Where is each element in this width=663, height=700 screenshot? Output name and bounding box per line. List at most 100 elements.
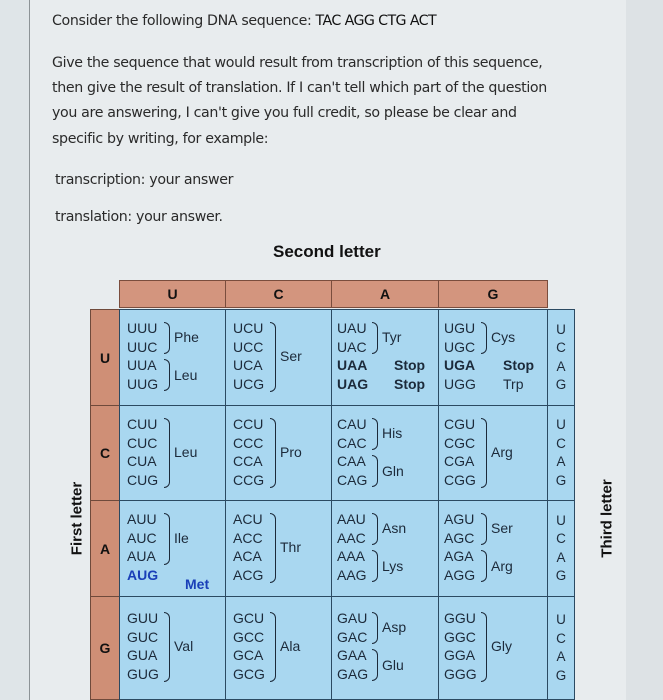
brace-icon	[372, 418, 378, 450]
cell-ga: GAU GAC GAA GAG Asp Glu	[331, 596, 439, 700]
codon: UGA	[444, 357, 476, 373]
margin-strip	[626, 0, 663, 700]
codon: GAA	[337, 647, 367, 663]
codon: GGA	[444, 647, 476, 663]
cell-uu: UUU UUC UUA UUG Phe Leu	[119, 309, 226, 406]
codon: CUU	[127, 416, 158, 432]
codon: AAC	[337, 529, 366, 546]
codon: UGC	[444, 338, 476, 355]
codon: UAU	[337, 320, 367, 336]
codon: CUC	[127, 434, 158, 451]
codon: CGA	[444, 453, 475, 469]
third-letter: U	[556, 417, 566, 432]
third-letter: G	[555, 472, 567, 488]
amino-acid: Lys	[382, 558, 404, 574]
third-letter: U	[556, 512, 566, 528]
instruction-line-1: Give the sequence that would result from…	[52, 55, 543, 71]
amino-acid: Cys	[491, 329, 516, 345]
third-letter: A	[556, 358, 566, 374]
codon: GUU	[127, 610, 159, 626]
amino-acid: Arg	[491, 444, 513, 460]
cell-aa: AAU AAC AAA AAG Asn Lys	[331, 500, 439, 597]
amino-acid: Pro	[280, 444, 302, 460]
cell-gu: GUU GUC GUA GUG Val	[119, 596, 226, 700]
codon: CCC	[233, 434, 264, 451]
third-letter: C	[556, 435, 566, 451]
brace-icon	[481, 550, 487, 582]
third-letters-a: U C A G	[547, 500, 575, 597]
codon: GGC	[444, 628, 476, 645]
amino-acid: Val	[174, 638, 194, 654]
codon: UCC	[233, 338, 264, 355]
met-label: Met	[185, 576, 210, 592]
amino-acid: Gly	[491, 638, 512, 654]
instruction-line-3: you are answering, I can't give you full…	[52, 105, 517, 121]
cell-ua: UAU UAC UAA UAG Tyr Stop Stop	[331, 309, 439, 406]
brace-icon	[270, 322, 276, 392]
third-letter: A	[556, 454, 566, 469]
instruction-line-4: specific by writing, for example:	[52, 131, 269, 147]
brace-icon	[270, 612, 276, 682]
brace-icon	[372, 322, 378, 354]
amino-acid: Ser	[491, 520, 513, 536]
amino-acid: Ser	[280, 348, 302, 364]
example-transcription: transcription: your answer	[55, 172, 234, 188]
cell-au: AUU AUC AUA AUG Ile Met	[119, 500, 226, 597]
codon: UCU	[233, 320, 264, 336]
third-letter-label: Third letter	[598, 479, 616, 558]
brace-icon	[270, 418, 276, 488]
codon: CCU	[233, 416, 264, 432]
brace-icon	[481, 322, 487, 354]
codon: CCG	[233, 471, 265, 488]
codon: ACG	[233, 566, 264, 583]
codon: ACU	[233, 511, 263, 527]
codon: GUC	[127, 628, 159, 645]
brace-icon	[481, 513, 487, 545]
cell-gg: GGU GGC GGA GGG Gly	[438, 596, 548, 700]
third-letters-u: U C A G	[547, 309, 575, 406]
amino-acid: Phe	[174, 329, 199, 345]
amino-acid: Leu	[174, 444, 198, 460]
cell-cg: CGU CGC CGA CGG Arg	[438, 405, 548, 501]
cell-ca: CAU CAC CAA CAG His Gln	[331, 405, 439, 501]
header-second-c: C	[225, 280, 332, 308]
codon: GGU	[444, 610, 476, 626]
codon: AGA	[444, 548, 474, 564]
codon: UUU	[127, 320, 158, 336]
codon: CGU	[444, 416, 476, 432]
amino-acid: Leu	[174, 367, 198, 383]
codon: CUG	[127, 471, 159, 488]
codon: CCA	[233, 453, 263, 469]
codon: UUG	[127, 375, 159, 392]
question-intro: Consider the following DNA sequence: TAC…	[52, 13, 437, 29]
codon: UUC	[127, 338, 158, 355]
brace-icon	[372, 649, 378, 681]
codon: GGG	[444, 665, 477, 682]
amino-acid: Tyr	[382, 329, 402, 345]
third-letter: G	[555, 667, 567, 683]
cell-ac: ACU ACC ACA ACG Thr	[225, 500, 332, 597]
codon: GCC	[233, 628, 265, 645]
brace-icon	[164, 359, 170, 391]
brace-icon	[481, 418, 487, 488]
amino-acid: Gln	[382, 463, 404, 479]
codon: AGG	[444, 566, 476, 583]
brace-icon	[372, 612, 378, 644]
codon: CAU	[337, 416, 367, 432]
brace-icon	[372, 513, 378, 545]
cell-ag: AGU AGC AGA AGG Ser Arg	[438, 500, 548, 597]
codon: UCG	[233, 375, 265, 392]
codon: UGG	[444, 375, 476, 392]
third-letter: U	[556, 612, 566, 627]
header-second-u: U	[119, 280, 226, 308]
codon: ACA	[233, 548, 262, 564]
third-letters-g: U C A G	[547, 596, 575, 700]
stop-label: Stop	[394, 376, 426, 392]
third-letter: C	[556, 340, 566, 355]
intro-text: Consider the following DNA sequence:	[52, 13, 316, 29]
third-letter: G	[555, 568, 567, 583]
codon: GCU	[233, 610, 265, 626]
codon: CAG	[337, 471, 368, 488]
third-letter: A	[556, 549, 566, 565]
cell-ug: UGU UGC UGA UGG Cys Stop Trp	[438, 309, 548, 406]
